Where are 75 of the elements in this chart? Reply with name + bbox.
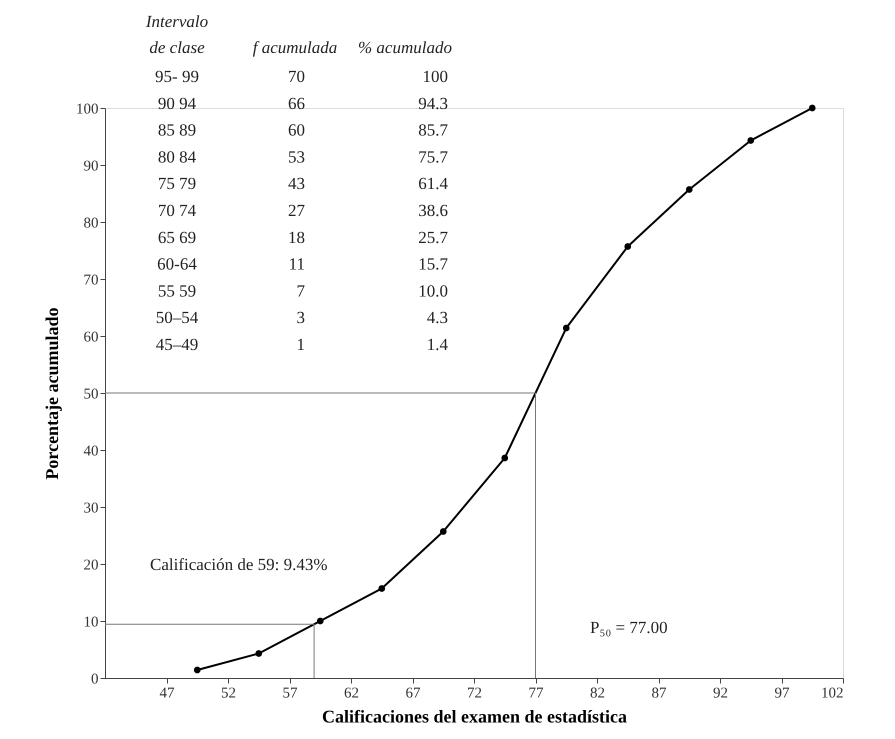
- y-tick-label: 10: [84, 614, 98, 630]
- annotation: 65 69: [158, 228, 196, 247]
- x-tick-label: 87: [652, 686, 667, 702]
- annotation: 94.3: [418, 94, 448, 113]
- annotation: 85.7: [418, 120, 448, 140]
- annotation: 50–54: [156, 308, 199, 328]
- annotation: 10.0: [418, 281, 448, 300]
- point: [501, 454, 508, 462]
- y-tick-label: 0: [91, 672, 98, 688]
- y-tick-label: 20: [84, 558, 98, 574]
- text: 70: [288, 67, 305, 86]
- y-tick-label: 30: [84, 500, 98, 516]
- point: [686, 186, 693, 193]
- annotation: 85 89: [158, 120, 196, 140]
- x-tick-label: 47: [160, 686, 175, 702]
- annotation: 1.4: [426, 335, 448, 354]
- y-tick-label: 90: [84, 158, 98, 174]
- annotation: 18: [288, 228, 305, 247]
- text: Intervalo: [144, 12, 208, 31]
- annotation: 75.7: [418, 147, 448, 166]
- annotation: 60-64: [157, 254, 198, 274]
- annotation: 1: [296, 335, 305, 354]
- y-axis-title: Porcentaje acumulado: [42, 307, 62, 480]
- annotation: 3: [296, 308, 305, 328]
- x-tick-label: 72: [467, 686, 482, 702]
- point: [562, 324, 570, 332]
- text: 100: [422, 67, 448, 86]
- annotation: 4.3: [426, 308, 448, 328]
- annotation: 15.7: [418, 254, 448, 274]
- annotation: 27: [288, 201, 306, 220]
- y-tick-label: 50: [84, 386, 98, 402]
- y-tick-label: 70: [84, 272, 98, 288]
- x-tick-label: 102: [821, 686, 844, 702]
- y-tick-label: 80: [84, 216, 98, 232]
- x-tick-label: 77: [528, 686, 544, 702]
- text: 95- 99: [155, 67, 199, 86]
- text: de clase: [149, 38, 206, 57]
- annotation: 38.6: [418, 201, 448, 220]
- y-tick-label: 40: [84, 444, 98, 460]
- point: [808, 104, 816, 112]
- x-axis-title: Calificaciones del examen de estadística: [322, 706, 627, 726]
- annotation: 43: [288, 174, 305, 194]
- point: [747, 137, 754, 144]
- point: [624, 243, 632, 250]
- point: [255, 650, 262, 657]
- x-tick-label: 52: [221, 686, 236, 702]
- annotation: 45–49: [156, 335, 198, 354]
- annotation: 7: [296, 281, 306, 300]
- x-tick-label: 82: [590, 686, 605, 702]
- x-tick-label: 67: [406, 686, 421, 702]
- annotation: P₅₀ = 77.00: [590, 618, 668, 637]
- point: [316, 618, 324, 624]
- x-tick-label: 92: [713, 686, 728, 702]
- point: [378, 585, 386, 592]
- text: % acumulado: [358, 38, 452, 57]
- annotation: 53: [288, 147, 305, 166]
- annotation: 66: [288, 94, 305, 113]
- annotation: 70 74: [158, 201, 197, 220]
- y-tick-label: 60: [84, 330, 98, 346]
- annotation: 80 84: [158, 147, 197, 166]
- point: [440, 528, 447, 535]
- annotation: Calificación de 59: 9.43%: [150, 555, 328, 574]
- annotation: 90 94: [158, 94, 197, 113]
- text: f acumulada: [252, 38, 338, 57]
- annotation: 25.7: [418, 228, 448, 247]
- annotation: 75 79: [158, 174, 196, 194]
- annotation: 11: [288, 254, 305, 274]
- annotation: 60: [288, 120, 305, 140]
- y-tick-label: 100: [76, 102, 98, 118]
- x-tick-label: 62: [344, 686, 359, 702]
- annotation: 55 59: [158, 281, 196, 300]
- x-tick-label: 97: [774, 686, 790, 702]
- x-tick-label: 57: [282, 686, 298, 702]
- point: [194, 666, 201, 674]
- annotation: 61.4: [418, 174, 448, 194]
